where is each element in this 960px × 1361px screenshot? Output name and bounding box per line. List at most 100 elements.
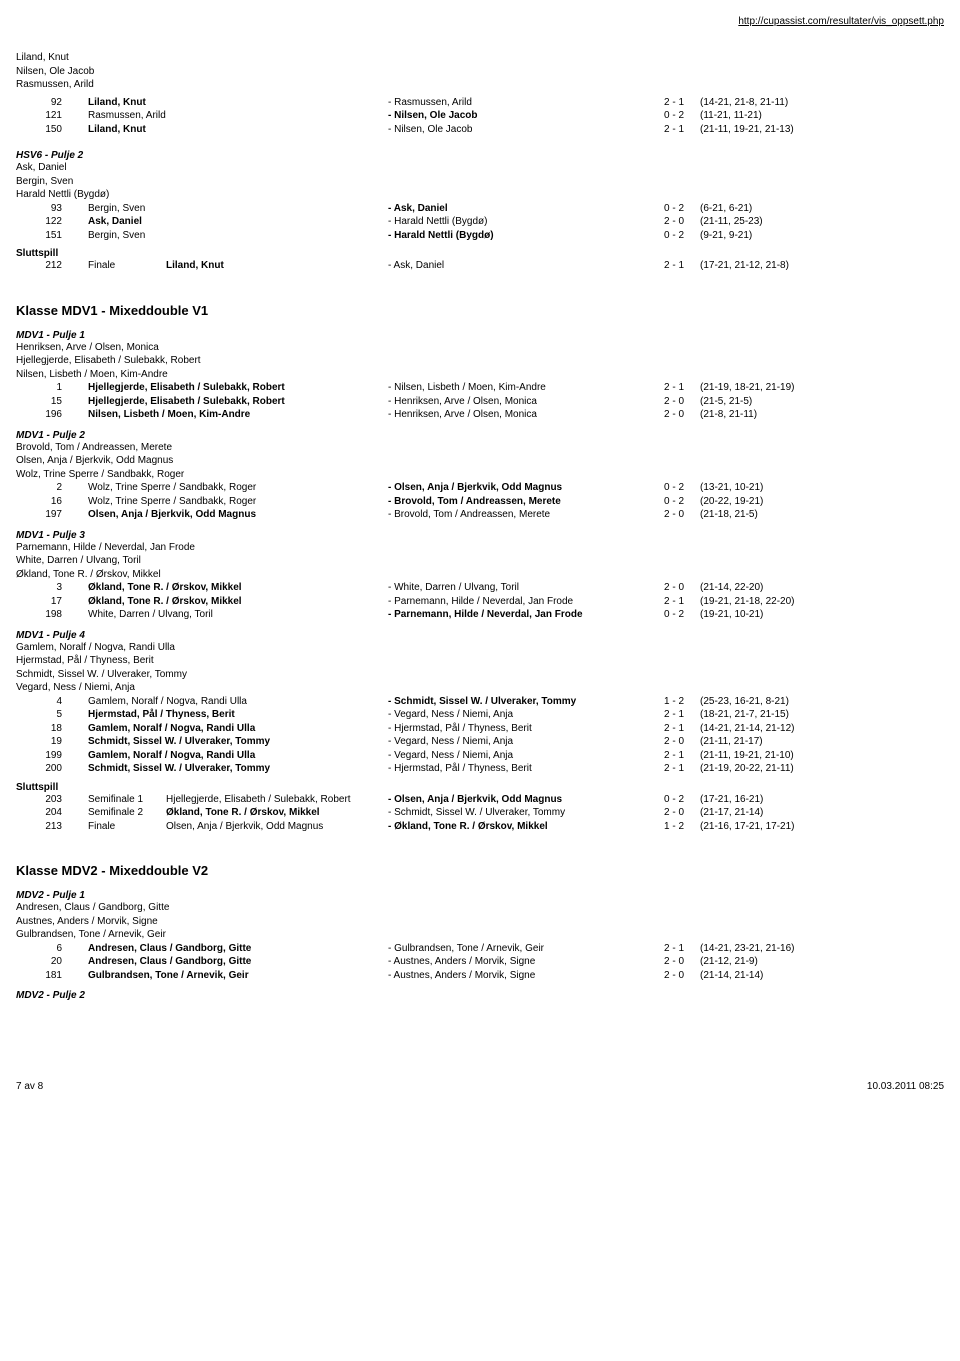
player-name: Andresen, Claus / Gandborg, Gitte <box>16 901 944 915</box>
finals-rows: 212FinaleLiland, Knut- Ask, Daniel2 - 1(… <box>16 259 944 273</box>
match-rows: 4Gamlem, Noralf / Nogva, Randi Ulla- Sch… <box>16 695 944 776</box>
player-name: Nilsen, Ole Jacob <box>16 65 944 79</box>
match-row: 15Hjellegjerde, Elisabeth / Sulebakk, Ro… <box>16 395 944 409</box>
set-scores: (13-21, 10-21) <box>700 481 944 495</box>
round-label: Semifinale 1 <box>88 793 166 807</box>
match-row: 150Liland, Knut- Nilsen, Ole Jacob2 - 1(… <box>16 123 944 137</box>
match-number: 16 <box>16 495 88 509</box>
match-row: 212FinaleLiland, Knut- Ask, Daniel2 - 1(… <box>16 259 944 273</box>
left-team: Hjellegjerde, Elisabeth / Sulebakk, Robe… <box>88 395 388 409</box>
score: 0 - 2 <box>664 109 700 123</box>
set-scores: (21-11, 21-17) <box>700 735 944 749</box>
set-scores: (19-21, 10-21) <box>700 608 944 622</box>
match-number: 198 <box>16 608 88 622</box>
set-scores: (6-21, 6-21) <box>700 202 944 216</box>
score: 2 - 0 <box>664 806 700 820</box>
player-name: Henriksen, Arve / Olsen, Monica <box>16 341 944 355</box>
left-team: White, Darren / Ulvang, Toril <box>88 608 388 622</box>
left-team: Bergin, Sven <box>88 202 388 216</box>
match-row: 3Økland, Tone R. / Ørskov, Mikkel- White… <box>16 581 944 595</box>
match-row: 121Rasmussen, Arild- Nilsen, Ole Jacob0 … <box>16 109 944 123</box>
match-row: 5Hjermstad, Pål / Thyness, Berit- Vegard… <box>16 708 944 722</box>
left-team: Liland, Knut <box>166 259 388 273</box>
class-heading: Klasse MDV1 - Mixeddouble V1 <box>16 303 944 318</box>
score: 2 - 0 <box>664 508 700 522</box>
page-footer: 7 av 8 10.03.2011 08:25 <box>16 1081 944 1092</box>
player-name: Rasmussen, Arild <box>16 78 944 92</box>
match-number: 6 <box>16 942 88 956</box>
right-team: - Olsen, Anja / Bjerkvik, Odd Magnus <box>388 481 664 495</box>
match-number: 196 <box>16 408 88 422</box>
class-heading: Klasse MDV2 - Mixeddouble V2 <box>16 863 944 878</box>
set-scores: (18-21, 21-7, 21-15) <box>700 708 944 722</box>
set-scores: (21-16, 17-21, 17-21) <box>700 820 944 834</box>
right-team: - Harald Nettli (Bygdø) <box>388 215 664 229</box>
left-team: Gamlem, Noralf / Nogva, Randi Ulla <box>88 695 388 709</box>
set-scores: (21-14, 21-14) <box>700 969 944 983</box>
left-team: Økland, Tone R. / Ørskov, Mikkel <box>88 595 388 609</box>
group-title: MDV1 - Pulje 4 <box>16 630 944 641</box>
score: 0 - 2 <box>664 229 700 243</box>
right-team: - Ask, Daniel <box>388 202 664 216</box>
top-player-list: Liland, Knut Nilsen, Ole Jacob Rasmussen… <box>16 51 944 92</box>
score: 2 - 1 <box>664 595 700 609</box>
right-team: - Ask, Daniel <box>388 259 664 273</box>
player-name: Harald Nettli (Bygdø) <box>16 188 944 202</box>
right-team: - Austnes, Anders / Morvik, Signe <box>388 969 664 983</box>
match-number: 200 <box>16 762 88 776</box>
set-scores: (14-21, 23-21, 21-16) <box>700 942 944 956</box>
set-scores: (21-18, 21-5) <box>700 508 944 522</box>
round-label: Finale <box>88 259 166 273</box>
left-team: Gulbrandsen, Tone / Arnevik, Geir <box>88 969 388 983</box>
match-number: 1 <box>16 381 88 395</box>
score: 2 - 1 <box>664 259 700 273</box>
left-team: Liland, Knut <box>88 123 388 137</box>
right-team: - Schmidt, Sissel W. / Ulveraker, Tommy <box>388 695 664 709</box>
match-row: 92Liland, Knut- Rasmussen, Arild2 - 1(14… <box>16 96 944 110</box>
group-title: MDV1 - Pulje 2 <box>16 430 944 441</box>
right-team: - White, Darren / Ulvang, Toril <box>388 581 664 595</box>
left-team: Andresen, Claus / Gandborg, Gitte <box>88 955 388 969</box>
right-team: - Vegard, Ness / Niemi, Anja <box>388 708 664 722</box>
right-team: - Hjermstad, Pål / Thyness, Berit <box>388 762 664 776</box>
score: 1 - 2 <box>664 695 700 709</box>
score: 2 - 0 <box>664 955 700 969</box>
match-number: 212 <box>16 259 88 273</box>
match-row: 4Gamlem, Noralf / Nogva, Randi Ulla- Sch… <box>16 695 944 709</box>
match-number: 18 <box>16 722 88 736</box>
set-scores: (21-19, 18-21, 21-19) <box>700 381 944 395</box>
left-team: Olsen, Anja / Bjerkvik, Odd Magnus <box>166 820 388 834</box>
set-scores: (21-11, 19-21, 21-13) <box>700 123 944 137</box>
player-name: Olsen, Anja / Bjerkvik, Odd Magnus <box>16 454 944 468</box>
match-number: 151 <box>16 229 88 243</box>
set-scores: (21-5, 21-5) <box>700 395 944 409</box>
set-scores: (11-21, 11-21) <box>700 109 944 123</box>
player-name: Vegard, Ness / Niemi, Anja <box>16 681 944 695</box>
right-team: - Gulbrandsen, Tone / Arnevik, Geir <box>388 942 664 956</box>
match-number: 3 <box>16 581 88 595</box>
match-rows: 93Bergin, Sven- Ask, Daniel0 - 2(6-21, 6… <box>16 202 944 243</box>
score: 2 - 0 <box>664 969 700 983</box>
right-team: - Parnemann, Hilde / Neverdal, Jan Frode <box>388 595 664 609</box>
group-title: HSV6 - Pulje 2 <box>16 150 944 161</box>
left-team: Olsen, Anja / Bjerkvik, Odd Magnus <box>88 508 388 522</box>
left-team: Rasmussen, Arild <box>88 109 388 123</box>
player-name: Gamlem, Noralf / Nogva, Randi Ulla <box>16 641 944 655</box>
match-rows: 6Andresen, Claus / Gandborg, Gitte- Gulb… <box>16 942 944 983</box>
match-number: 121 <box>16 109 88 123</box>
right-team: - Henriksen, Arve / Olsen, Monica <box>388 408 664 422</box>
set-scores: (17-21, 16-21) <box>700 793 944 807</box>
player-name: Nilsen, Lisbeth / Moen, Kim-Andre <box>16 368 944 382</box>
left-team: Schmidt, Sissel W. / Ulveraker, Tommy <box>88 762 388 776</box>
print-date: 10.03.2011 08:25 <box>867 1081 944 1092</box>
page-number: 7 av 8 <box>16 1081 43 1092</box>
match-row: 20Andresen, Claus / Gandborg, Gitte- Aus… <box>16 955 944 969</box>
finals-title: Sluttspill <box>16 782 944 793</box>
left-team: Andresen, Claus / Gandborg, Gitte <box>88 942 388 956</box>
match-number: 19 <box>16 735 88 749</box>
match-row: 198White, Darren / Ulvang, Toril- Parnem… <box>16 608 944 622</box>
left-team: Hjellegjerde, Elisabeth / Sulebakk, Robe… <box>88 381 388 395</box>
group-players: Henriksen, Arve / Olsen, Monica Hjellegj… <box>16 341 944 382</box>
right-team: - Parnemann, Hilde / Neverdal, Jan Frode <box>388 608 664 622</box>
page-url[interactable]: http://cupassist.com/resultater/vis_opps… <box>16 16 944 27</box>
